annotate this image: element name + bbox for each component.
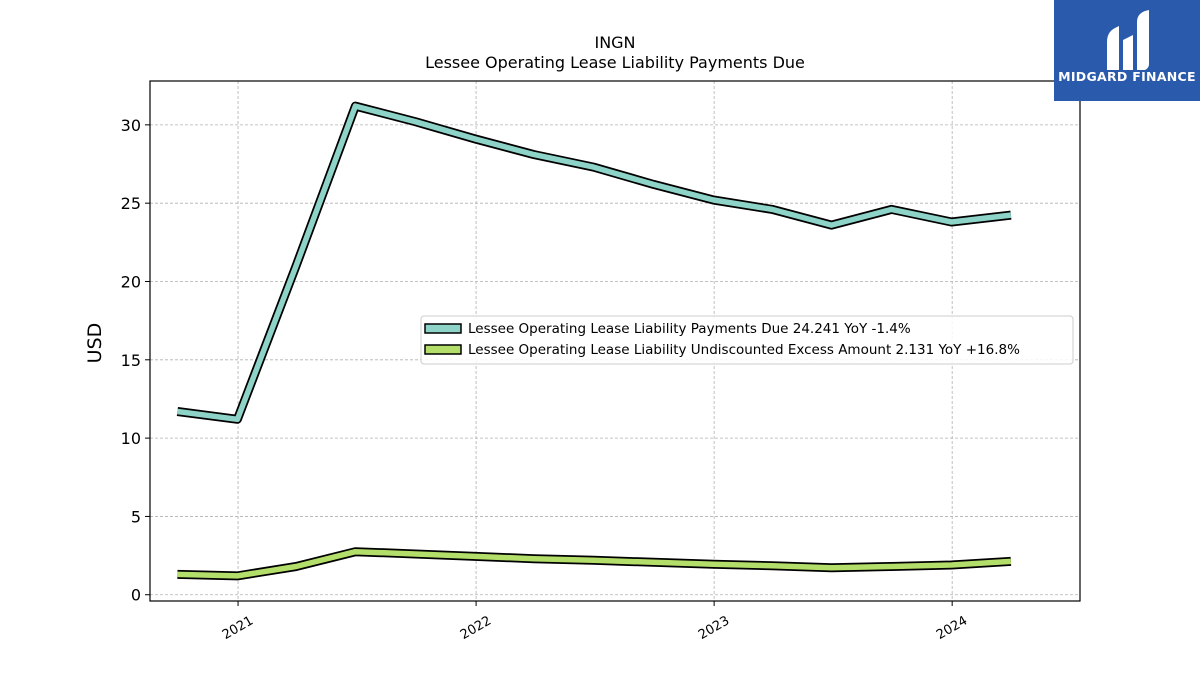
chart-title: INGN [594,33,635,52]
y-tick-label: 25 [121,194,141,213]
x-tick-label: 2022 [458,613,494,643]
legend: Lessee Operating Lease Liability Payment… [420,315,1074,365]
logo-text: MIDGARD FINANCE [1058,69,1196,84]
y-tick-label: 5 [131,507,141,526]
legend-swatch-undiscounted-excess [424,344,462,355]
grid [150,81,1080,601]
y-tick-label: 20 [121,272,141,291]
y-tick-label: 10 [121,429,141,448]
midgard-finance-logo: MIDGARD FINANCE [1054,0,1200,101]
logo-mark-icon [1107,10,1149,70]
series-outline [176,101,1012,424]
y-axis: 0 5 10 15 20 25 30 [121,116,150,605]
y-tick-label: 30 [121,116,141,135]
y-tick-label: 15 [121,351,141,370]
series-line [177,103,1012,423]
legend-label-payments-due: Lessee Operating Lease Liability Payment… [468,321,911,337]
chart-subtitle: Lessee Operating Lease Liability Payment… [425,53,805,72]
x-tick-label: 2023 [696,613,732,643]
plot-frame [149,80,1081,602]
x-axis: 2021 2022 2023 2024 [220,601,970,643]
series-line [177,548,1012,579]
legend-label-undiscounted-excess: Lessee Operating Lease Liability Undisco… [468,342,1020,358]
series-lines [176,101,1012,581]
legend-swatch-payments-due [424,323,462,334]
legend-box [420,315,1074,365]
x-tick-label: 2024 [934,613,970,643]
x-tick-label: 2021 [220,613,256,643]
y-tick-label: 0 [131,586,141,605]
y-axis-label: USD [84,323,106,364]
